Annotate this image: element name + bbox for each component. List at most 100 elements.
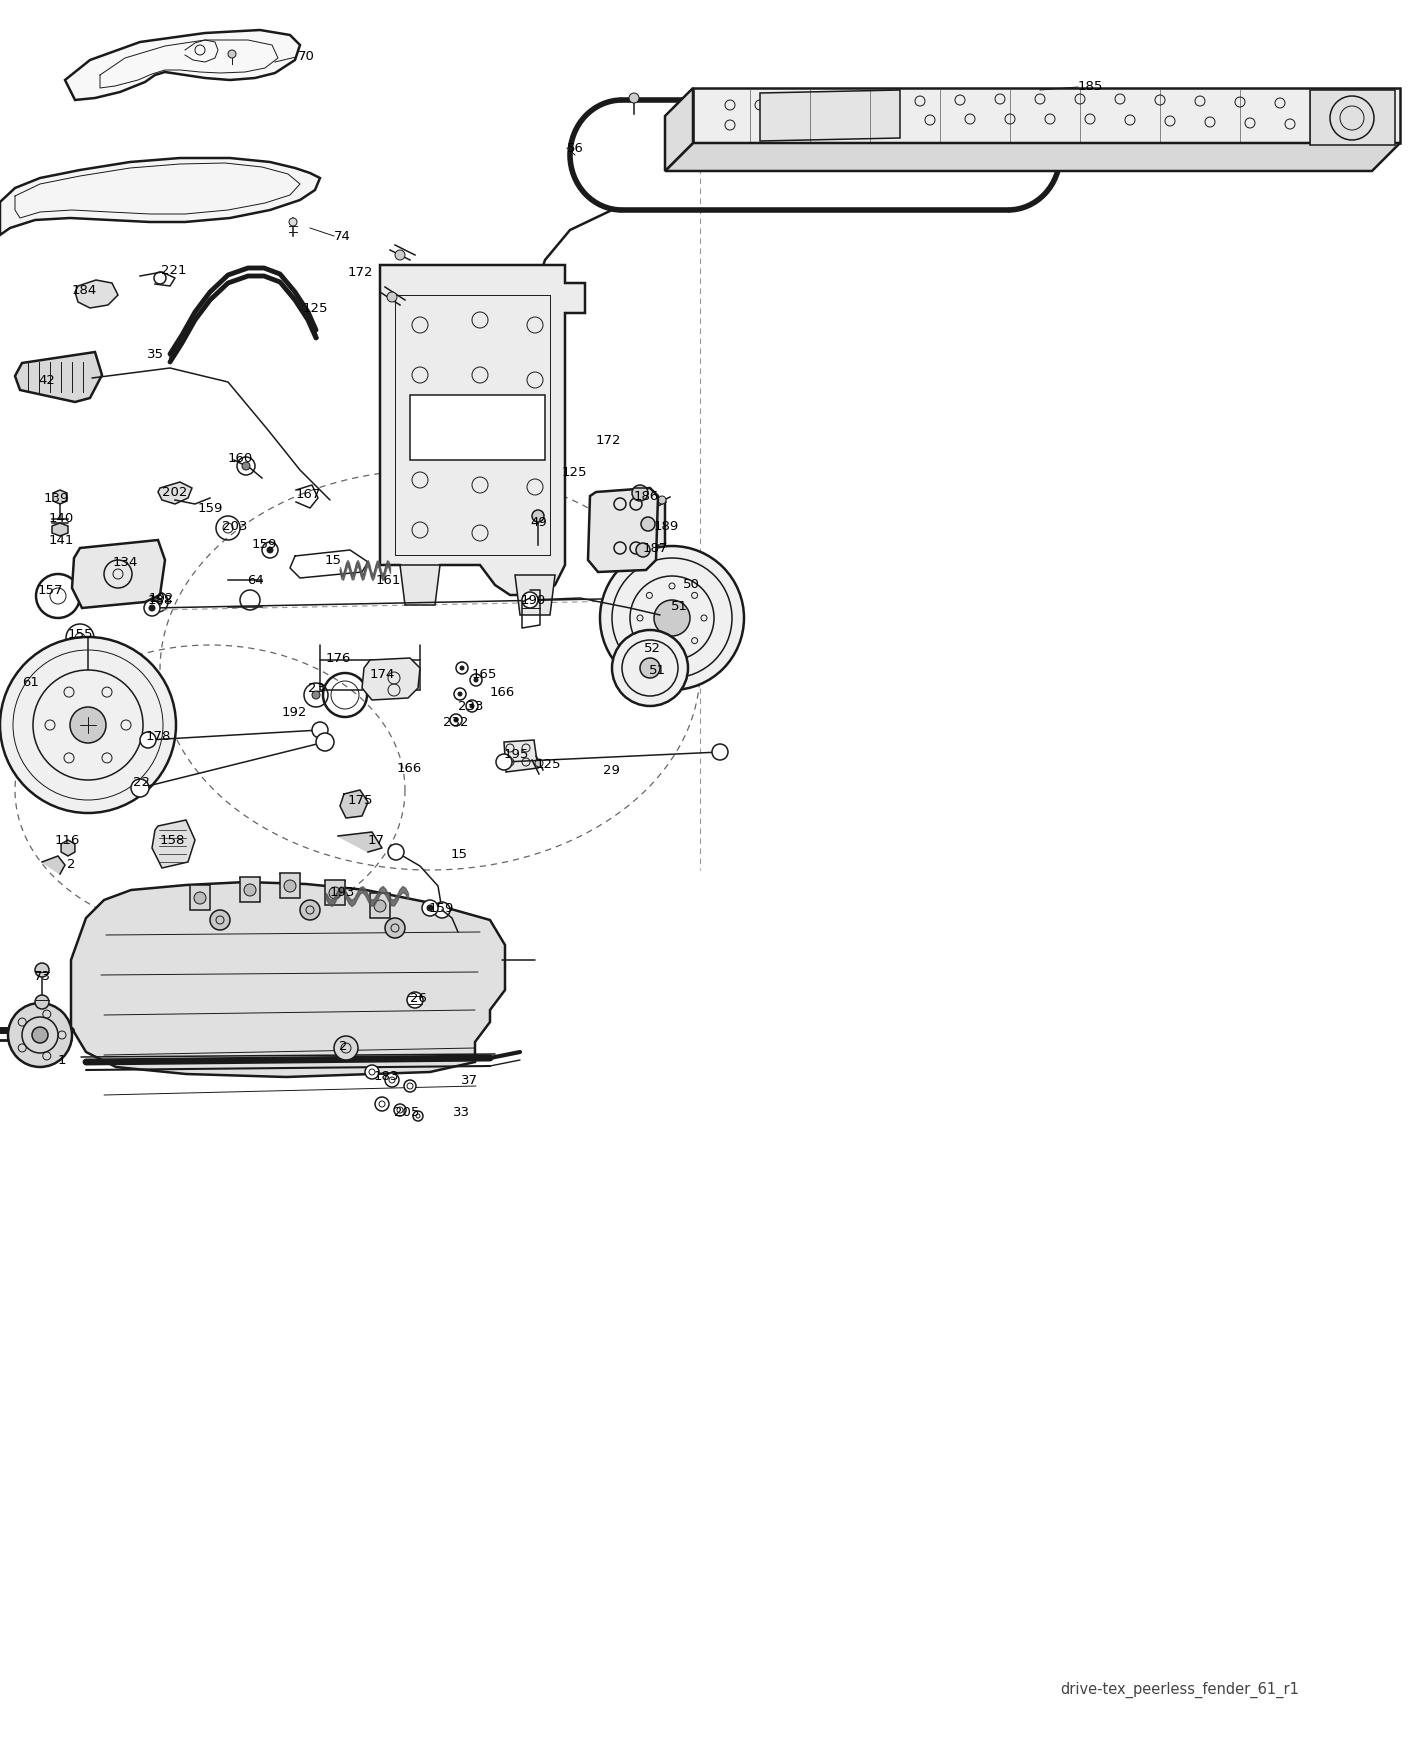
Polygon shape [16,353,102,402]
Circle shape [611,629,688,705]
Circle shape [289,219,297,226]
Circle shape [712,744,728,760]
Polygon shape [759,90,900,141]
Text: 37: 37 [461,1074,478,1086]
Text: 2: 2 [338,1040,347,1053]
Circle shape [139,732,156,748]
Text: 134: 134 [112,557,138,569]
Polygon shape [589,488,658,571]
Text: 178: 178 [146,730,172,744]
Polygon shape [158,481,192,504]
Circle shape [471,673,482,686]
Text: 50: 50 [683,578,700,591]
Polygon shape [340,790,368,818]
Text: 141: 141 [48,534,74,547]
Circle shape [395,250,405,259]
Circle shape [36,575,80,619]
Circle shape [149,605,155,612]
Circle shape [311,723,328,739]
Text: 192: 192 [282,705,307,719]
Text: 159: 159 [252,538,277,552]
Circle shape [300,899,320,920]
Circle shape [532,510,545,522]
Polygon shape [380,264,584,594]
Text: 2: 2 [67,857,75,871]
Text: 166: 166 [397,762,422,774]
Circle shape [210,910,230,931]
Polygon shape [75,280,118,309]
Circle shape [522,592,538,608]
Polygon shape [410,395,545,460]
Polygon shape [665,143,1401,171]
Text: 160: 160 [228,451,253,464]
Circle shape [385,1074,400,1088]
Text: 125: 125 [536,758,562,770]
Text: 51: 51 [671,599,688,612]
Text: 159: 159 [429,901,455,915]
Text: 74: 74 [334,229,351,243]
Circle shape [658,495,665,504]
Text: 15: 15 [451,848,468,862]
Text: 15: 15 [326,555,343,568]
Text: 140: 140 [48,513,74,525]
Circle shape [466,700,478,712]
Text: 29: 29 [603,763,620,776]
Circle shape [434,903,449,919]
Polygon shape [338,832,383,852]
Text: 188: 188 [148,594,173,606]
Text: 187: 187 [643,543,668,555]
Circle shape [36,963,48,977]
Circle shape [193,892,206,904]
Text: 175: 175 [348,793,374,806]
Circle shape [375,1097,390,1111]
Polygon shape [1310,90,1395,145]
Polygon shape [400,564,439,605]
Polygon shape [71,882,505,1077]
Circle shape [647,594,653,601]
Text: 56: 56 [567,141,584,155]
Circle shape [385,919,405,938]
Polygon shape [65,30,300,100]
Text: 1: 1 [58,1054,67,1067]
Circle shape [328,887,341,899]
Polygon shape [693,88,1401,143]
Circle shape [70,707,107,742]
Text: 139: 139 [44,492,70,504]
Text: 159: 159 [198,501,223,515]
Circle shape [640,658,660,679]
Circle shape [454,718,458,723]
Circle shape [154,598,162,606]
Polygon shape [0,159,320,234]
Circle shape [458,693,462,696]
Text: 183: 183 [374,1070,400,1084]
Circle shape [245,883,256,896]
Text: 203: 203 [222,520,247,534]
Text: 51: 51 [648,665,665,677]
Circle shape [267,547,273,554]
Circle shape [454,688,466,700]
Circle shape [629,93,638,102]
Circle shape [284,880,296,892]
Polygon shape [53,524,68,536]
Circle shape [654,599,690,636]
Polygon shape [503,740,538,772]
Text: 174: 174 [370,668,395,682]
Circle shape [535,760,543,767]
Text: 184: 184 [73,284,97,296]
Text: drive-tex_peerless_fender_61_r1: drive-tex_peerless_fender_61_r1 [1059,1682,1298,1698]
Text: 166: 166 [491,686,515,698]
Circle shape [131,779,149,797]
Text: 202: 202 [162,487,188,499]
Text: 116: 116 [55,834,81,846]
Circle shape [242,462,250,471]
Circle shape [422,899,438,917]
Text: 193: 193 [330,887,356,899]
Text: 52: 52 [644,642,661,656]
Circle shape [387,293,397,301]
Text: 157: 157 [38,585,64,598]
Text: 158: 158 [161,834,185,846]
Text: 172: 172 [596,434,621,448]
Polygon shape [61,839,75,857]
Circle shape [412,1111,422,1121]
Circle shape [636,543,650,557]
